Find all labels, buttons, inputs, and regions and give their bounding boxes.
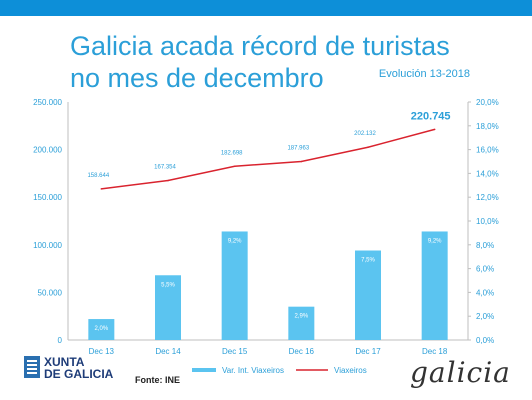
y-left-tick-label: 200.000 xyxy=(33,146,62,155)
y-right-tick-label: 16,0% xyxy=(476,146,499,155)
line-point xyxy=(233,165,236,168)
bar xyxy=(221,231,248,340)
galicia-brand-logo: galicia xyxy=(410,356,511,389)
bar-data-label: 5,5% xyxy=(161,282,175,288)
y-right-tick-label: 12,0% xyxy=(476,193,499,202)
y-right-tick-label: 10,0% xyxy=(476,217,499,226)
bar xyxy=(355,250,381,340)
line-series-viaxeiros xyxy=(101,128,435,190)
bar xyxy=(155,275,181,340)
line-point xyxy=(167,179,169,182)
line-point xyxy=(433,128,436,131)
line-data-label: 158.644 xyxy=(87,173,109,179)
y-right-tick-label: 6,0% xyxy=(476,265,494,274)
de-galicia-text: DE GALICIA xyxy=(44,367,114,381)
legend-label-bars: Var. Int. Viaxeiros xyxy=(222,366,284,375)
y-left-tick-label: 100.000 xyxy=(33,241,62,250)
xunta-logo: XUNTA DE GALICIA xyxy=(24,354,144,394)
bar-data-label: 9,2% xyxy=(228,238,242,244)
line-point xyxy=(100,188,103,190)
line-data-label: 202.132 xyxy=(354,131,376,137)
x-tick-label: Dec 14 xyxy=(155,347,181,356)
x-tick-label: Dec 17 xyxy=(355,347,381,356)
y-right-tick-label: 4,0% xyxy=(476,288,494,297)
line-data-label: 187.963 xyxy=(287,146,309,152)
y-right-tick-label: 2,0% xyxy=(476,312,494,321)
line-data-label: 220.745 xyxy=(411,110,451,122)
y-left-tick-label: 0 xyxy=(58,336,63,345)
x-tick-label: Dec 15 xyxy=(222,347,248,356)
bar-data-label: 9,2% xyxy=(428,238,442,244)
legend-label-line: Viaxeiros xyxy=(334,366,367,375)
bar xyxy=(288,306,315,340)
y-right-tick-label: 8,0% xyxy=(476,241,494,250)
xunta-text: XUNTA xyxy=(44,355,85,369)
y-right-tick-label: 14,0% xyxy=(476,169,499,178)
source-label: Fonte: INE xyxy=(135,375,180,385)
line-point xyxy=(300,160,303,163)
line-point xyxy=(367,146,369,149)
top-accent-bar xyxy=(0,0,532,16)
bar-data-label: 7,5% xyxy=(361,258,375,264)
page-title: Galicia acada récord de turistas no mes … xyxy=(70,30,450,94)
y-right-tick-label: 0,0% xyxy=(476,336,494,345)
y-left-tick-label: 50.000 xyxy=(38,288,63,297)
y-right-tick-label: 18,0% xyxy=(476,122,499,131)
chart-subtitle: Evolución 13-2018 xyxy=(378,68,470,80)
xunta-shield-icon xyxy=(24,356,40,378)
bar-data-label: 2,0% xyxy=(94,326,108,332)
x-tick-label: Dec 13 xyxy=(89,347,115,356)
legend-swatch-bars xyxy=(192,368,216,372)
title-line-1: Galicia acada récord de turistas xyxy=(70,31,450,61)
y-left-tick-label: 250.000 xyxy=(33,98,62,107)
bar-data-label: 2,9% xyxy=(294,314,308,320)
x-tick-label: Dec 16 xyxy=(289,347,315,356)
y-right-tick-label: 20,0% xyxy=(476,98,499,107)
bar xyxy=(421,231,448,340)
title-line-2: no mes de decembro xyxy=(70,63,324,93)
line-data-label: 182.698 xyxy=(221,150,243,156)
y-left-tick-label: 150.000 xyxy=(33,193,62,202)
line-data-label: 167.354 xyxy=(154,165,176,171)
bar xyxy=(88,319,115,340)
x-tick-label: Dec 18 xyxy=(422,347,448,356)
